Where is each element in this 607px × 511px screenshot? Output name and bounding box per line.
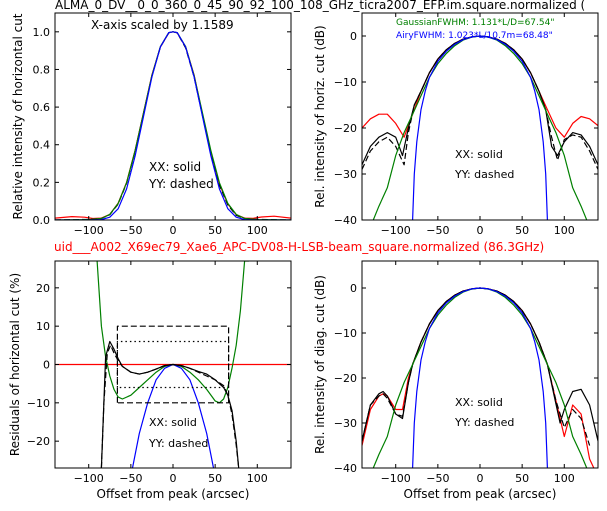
x-tick-label: −50 (119, 224, 142, 237)
axes-frame (361, 260, 599, 469)
xx-legend-note: XX: solid (149, 160, 201, 174)
series-line-black-dashed (116, 325, 230, 404)
x-tick-label: 50 (208, 224, 222, 237)
y-tick-label: 0 (43, 359, 50, 372)
x-axis-label: Offset from peak (arcsec) (404, 487, 557, 501)
x-tick-label: −50 (426, 224, 449, 237)
y-axis-label: Rel. intensity of diag. cut (dB) (313, 275, 327, 454)
x-tick-label: −100 (74, 224, 104, 237)
y-tick-label: −40 (334, 214, 357, 227)
y-tick-label: −20 (27, 435, 50, 448)
x-tick-label: −100 (74, 472, 104, 485)
x-tick-label: 100 (554, 472, 575, 485)
x-tick-label: −100 (381, 224, 411, 237)
series-line-red-solid (362, 287, 595, 468)
series-layer (55, 31, 291, 220)
tick-layer: −100 −50 0 50 100 0.0 0.2 0.4 0.6 0.8 1.0 (33, 13, 291, 237)
panel-top-right: −100 −50 0 50 100−40−30−20−100 Rel. intensit… (313, 12, 599, 237)
panel-top-left: −100 −50 0 50 100 0.0 0.2 0.4 0.6 0.8 1.0 Relative… (11, 12, 292, 237)
series-line-blue-solid (412, 35, 548, 220)
y-tick-label: 1.0 (33, 26, 51, 39)
series-layer (362, 35, 598, 220)
series-line-black-dashed (100, 344, 240, 468)
y-tick-label: −40 (334, 462, 357, 475)
y-axis-label: Rel. intensity of horiz. cut (dB) (313, 25, 327, 207)
x-tick-label: 50 (515, 472, 529, 485)
y-axis-label: Relative intensity of horizontal cut (11, 13, 25, 219)
series-line-red-solid (362, 35, 598, 138)
mid-figure-title: uid___A002_X69ec79_Xae6_APC-DV08-H-LSB-b… (54, 240, 544, 254)
x-axis-label: Offset from peak (arcsec) (97, 487, 250, 501)
top-figure-title: ALMA_0_DV__0_0_360_0_45_90_92_100_108_GH… (55, 0, 585, 12)
xx-legend-note: XX: solid (455, 396, 503, 409)
tick-layer: −100 −50 0 50 100−40−30−20−100 (334, 261, 598, 485)
series-line-green-solid (96, 261, 249, 404)
x-tick-label: 0 (477, 224, 484, 237)
x-tick-label: −100 (381, 472, 411, 485)
axes-frame (361, 12, 599, 221)
x-tick-label: 0 (170, 224, 177, 237)
y-tick-label: −20 (334, 372, 357, 385)
x-tick-label: 50 (208, 472, 222, 485)
yy-legend-note: YY: dashed (454, 416, 514, 429)
y-tick-label: −10 (27, 397, 50, 410)
series-line-black-dashed (55, 31, 291, 220)
airy-fwhm-note: AiryFWHM: 1.023*L/10.7m=68.48" (396, 31, 553, 41)
yy-legend-note: YY: dashed (148, 437, 208, 450)
panel-bottom-right: −100 −50 0 50 100−40−30−20−100 Rel. intensit… (313, 260, 599, 501)
x-tick-label: −50 (119, 472, 142, 485)
y-tick-label: −10 (334, 327, 357, 340)
y-tick-label: −30 (334, 417, 357, 430)
x-tick-label: 50 (515, 224, 529, 237)
series-line-blue-solid (412, 287, 548, 468)
y-tick-label: −10 (334, 76, 357, 89)
y-axis-label: Residuals of horizontal cut (%) (8, 273, 22, 456)
xx-legend-note: XX: solid (149, 416, 197, 429)
series-layer (362, 287, 598, 468)
y-tick-label: −20 (334, 122, 357, 135)
y-tick-label: 0.4 (33, 139, 51, 152)
tick-layer: −100 −50 0 50 100−40−30−20−100 (334, 13, 598, 237)
y-tick-label: 0.8 (33, 63, 51, 76)
y-tick-label: 0.6 (33, 101, 51, 114)
series-line-green-solid (372, 287, 588, 468)
axes-frame (54, 12, 292, 221)
x-tick-label: −50 (426, 472, 449, 485)
y-tick-label: 0 (350, 30, 357, 43)
x-tick-label: 0 (170, 472, 177, 485)
x-tick-label: 100 (247, 472, 268, 485)
yy-legend-note: YY: dashed (148, 177, 214, 191)
scale-note: X-axis scaled by 1.1589 (91, 18, 234, 32)
axes-frame (54, 260, 292, 469)
x-tick-label: 100 (554, 224, 575, 237)
y-tick-label: 20 (36, 282, 50, 295)
xx-legend-note: XX: solid (455, 148, 503, 161)
y-tick-label: 10 (36, 320, 50, 333)
series-layer (55, 261, 291, 468)
y-tick-label: 0 (350, 282, 357, 295)
x-tick-label: 0 (477, 472, 484, 485)
x-tick-label: 100 (247, 224, 268, 237)
gaussian-fwhm-note: GaussianFWHM: 1.131*L/D=67.54" (396, 18, 554, 28)
series-line-blue-solid (55, 31, 291, 220)
y-tick-label: −30 (334, 168, 357, 181)
y-tick-label: 0.0 (33, 214, 51, 227)
series-line-green-solid (55, 31, 291, 220)
yy-legend-note: YY: dashed (454, 168, 514, 181)
y-tick-label: 0.2 (33, 176, 51, 189)
